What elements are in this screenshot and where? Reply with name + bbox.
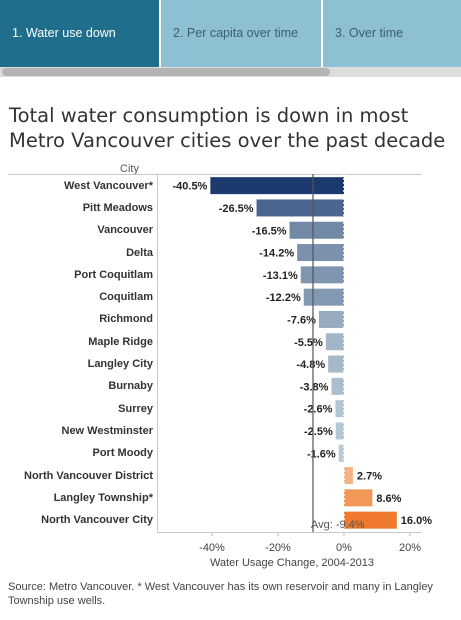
bar-3[interactable] [297,244,344,262]
city-label-3: Delta [126,246,153,259]
bar-14[interactable] [344,489,373,507]
data-label-11: -2.5% [304,426,333,438]
city-label-8: Langley City [87,358,153,371]
city-label-0: West Vancouver* [63,179,153,192]
city-label-6: Richmond [99,313,153,326]
data-label-0: -40.5% [172,181,207,193]
city-label-9: Burnaby [108,380,153,393]
bar-1[interactable] [256,199,344,217]
x-tick-label-1: -20% [265,542,291,554]
tab-over-time[interactable]: 3. Over time [323,0,461,67]
tab-bar: 1. Water use down 2. Per capita over tim… [0,0,461,67]
city-label-15: North Vancouver City [41,514,153,527]
city-label-7: Maple Ridge [88,335,153,348]
average-label: Avg: -9.4% [311,519,365,531]
city-label-14: Langley Township* [53,491,153,504]
bar-15[interactable] [344,511,397,529]
data-label-6: -7.6% [287,314,316,326]
bar-9[interactable] [331,377,344,395]
data-label-4: -13.1% [263,270,298,282]
city-label-1: Pitt Meadows [82,201,153,214]
y-axis-line [157,174,158,532]
bar-6[interactable] [318,310,344,328]
x-tick-label-3: 20% [399,542,421,554]
bar-11[interactable] [335,422,344,440]
bar-2[interactable] [289,221,344,239]
data-label-9: -3.8% [300,381,329,393]
city-label-4: Port Coquitlam [74,268,153,281]
data-label-8: -4.8% [296,359,325,371]
city-label-11: New Westminster [61,424,154,437]
bar-12[interactable] [338,444,344,462]
bar-13[interactable] [344,467,353,485]
city-label-5: Coquitlam [99,291,153,304]
data-label-7: -5.5% [294,337,323,349]
data-label-15: 16.0% [401,515,432,527]
bar-0[interactable] [210,177,344,195]
bar-10[interactable] [335,400,344,418]
city-labels: West Vancouver* Pitt Meadows Vancouver Delt… [8,174,153,532]
data-label-3: -14.2% [259,248,294,260]
plot-frame [8,174,422,532]
x-tick-label-2: 0% [336,542,352,554]
tab-per-capita-over-time[interactable]: 2. Per capita over time [161,0,321,67]
data-label-2: -16.5% [252,225,287,237]
x-axis-title: Water Usage Change, 2004-2013 [210,557,374,569]
tab-water-use-down[interactable]: 1. Water use down [0,0,159,67]
data-label-1: -26.5% [219,203,254,215]
bar-8[interactable] [328,355,344,373]
x-axis-line [157,532,422,533]
data-label-13: 2.7% [357,471,382,483]
data-label-10: -2.6% [304,404,333,416]
scrollbar-thumb[interactable] [2,68,330,76]
data-label-5: -12.2% [266,292,301,304]
horizontal-scrollbar[interactable] [0,67,461,77]
bar-5[interactable] [303,288,344,306]
bar-7[interactable] [325,333,344,351]
city-label-12: Port Moody [92,447,154,460]
bar-4[interactable] [300,266,344,284]
city-column-header[interactable]: City [120,163,139,175]
chart-title: Total water consumption is down in most … [9,104,446,152]
x-tick-label-0: -40% [199,542,225,554]
data-label-14: 8.6% [376,493,401,505]
data-label-12: -1.6% [307,448,336,460]
source-note: Source: Metro Vancouver. * West Vancouve… [8,581,433,607]
city-label-10: Surrey [118,402,153,415]
city-label-13: North Vancouver District [24,469,153,482]
city-label-2: Vancouver [97,224,153,237]
